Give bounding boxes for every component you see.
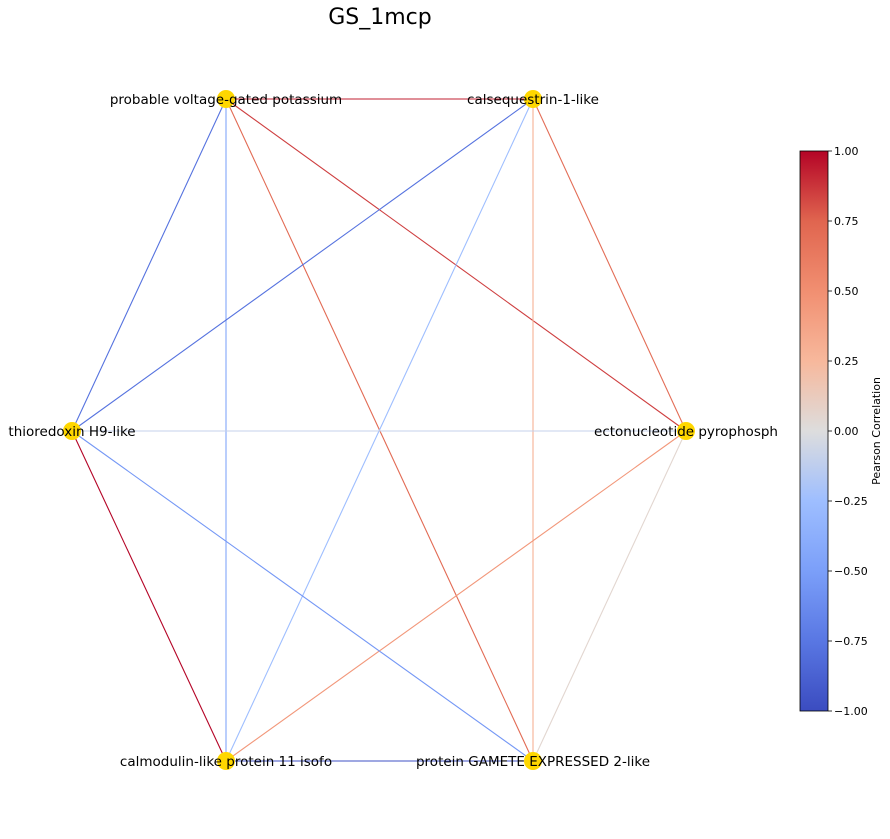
colorbar-ticks: 1.00 0.75 0.50 0.25 0.00 −0.25 −0.50 −0.75 −1.00 [828, 145, 868, 718]
colorbar: 1.00 0.75 0.50 0.25 0.00 −0.25 −0.50 −0.75 −1.00… [799, 145, 883, 718]
edge-calseq-calmod [225, 98, 534, 762]
node-probable [217, 90, 235, 108]
node-label-calseq: calsequestrin-1-like [467, 92, 599, 108]
edge-calmod-thioredoxin [71, 430, 227, 762]
node-calseq [524, 90, 542, 108]
edge-calseq-ecto [532, 98, 687, 432]
node-label-ecto: ectonucleotide pyrophosph [594, 424, 778, 440]
node-label-thioredoxin: thioredoxin H9-like [8, 424, 135, 440]
edge-gamete-thioredoxin [71, 430, 534, 762]
labels-layer: probable voltage-gated potassium calseque… [8, 92, 778, 770]
colorbar-label: Pearson Correlation [870, 377, 883, 485]
colorbar-tick-label: −0.50 [834, 565, 868, 578]
node-thioredoxin [63, 422, 81, 440]
node-calmod [217, 752, 235, 770]
colorbar-tick-label: 0.00 [834, 425, 859, 438]
colorbar-tick-label: 0.50 [834, 285, 859, 298]
node-label-gamete: protein GAMETE EXPRESSED 2-like [416, 754, 650, 770]
colorbar-tick-label: 0.25 [834, 355, 859, 368]
node-gamete [524, 752, 542, 770]
colorbar-gradient [799, 150, 829, 712]
edge-probable-thioredoxin [71, 98, 227, 432]
node-ecto [677, 422, 695, 440]
colorbar-tick-label: 1.00 [834, 145, 859, 158]
colorbar-tick-label: −1.00 [834, 705, 868, 718]
colorbar-tick-label: −0.25 [834, 495, 868, 508]
colorbar-tick-label: 0.75 [834, 215, 859, 228]
figure-title: GS_1mcp [328, 5, 432, 30]
edge-ecto-gamete [532, 430, 687, 762]
edge-ecto-calmod [225, 430, 687, 762]
node-label-probable: probable voltage-gated potassium [110, 92, 342, 108]
colorbar-tick-label: −0.75 [834, 635, 868, 648]
edge-calseq-thioredoxin [71, 98, 534, 432]
nodes-layer [63, 90, 695, 770]
edges-layer [71, 98, 687, 762]
node-label-calmod: calmodulin-like protein 11 isofo [120, 754, 332, 770]
